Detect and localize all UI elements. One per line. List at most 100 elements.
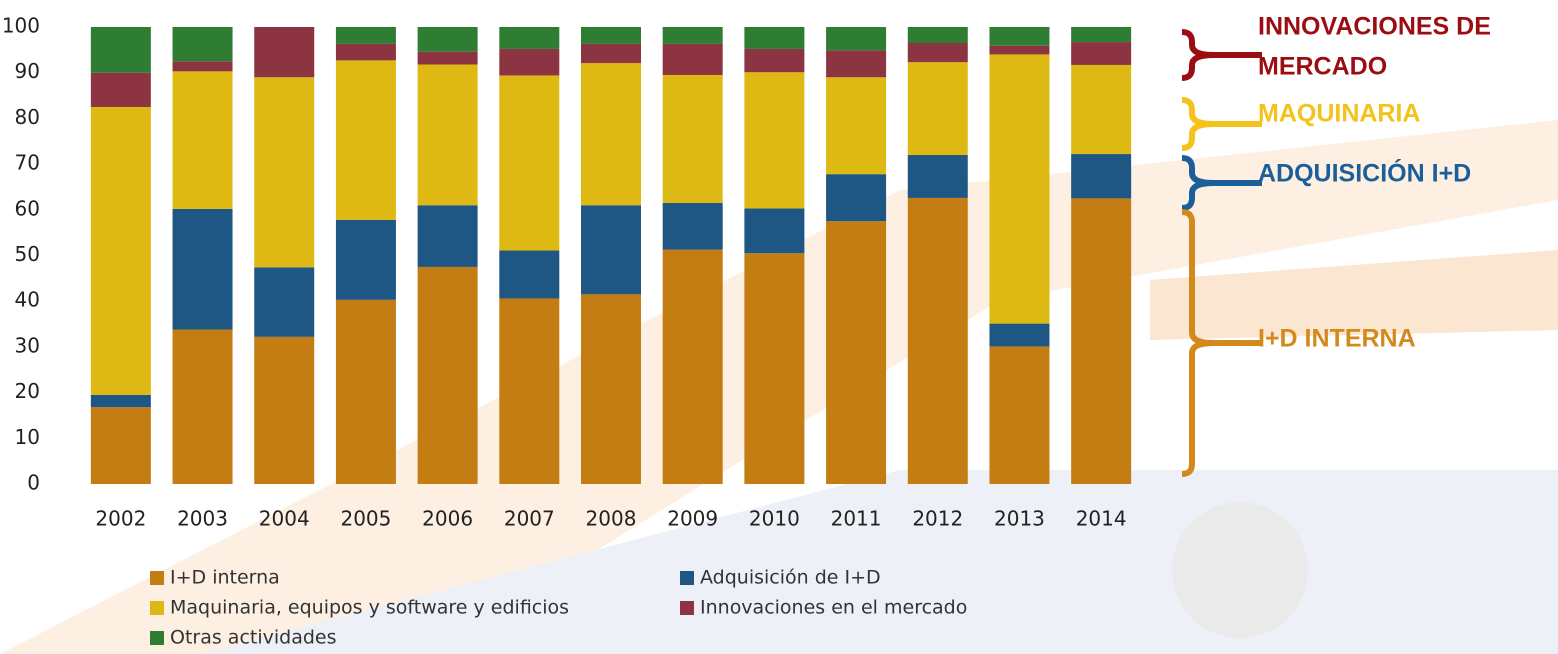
- legend-swatch: [150, 631, 164, 645]
- bar-segment: [1071, 42, 1131, 65]
- x-tick-label: 2013: [994, 507, 1045, 531]
- annotation: INNOVACIONES DE: [1258, 13, 1491, 41]
- bar-segment: [254, 77, 314, 267]
- bar-segment: [336, 60, 396, 219]
- y-tick-label: 80: [15, 105, 40, 129]
- x-tick-label: 2009: [667, 507, 718, 531]
- x-tick-label: 2005: [340, 507, 391, 531]
- bar-segment: [91, 107, 151, 395]
- bar-segment: [418, 27, 478, 52]
- bar-segment: [173, 71, 233, 209]
- bar-segment: [581, 294, 641, 484]
- bar-segment: [826, 174, 886, 221]
- x-tick-label: 2003: [177, 507, 228, 531]
- legend-label: I+D interna: [170, 567, 280, 589]
- y-tick-label: 20: [15, 379, 40, 403]
- bar-segment: [826, 221, 886, 484]
- x-tick-label: 2008: [586, 507, 637, 531]
- chart: 0102030405060708090100200220032004200520…: [0, 0, 1558, 654]
- bar-segment: [91, 395, 151, 407]
- bar-segment: [908, 27, 968, 43]
- bar-segment: [908, 155, 968, 198]
- bar-segment: [663, 27, 723, 44]
- x-tick-label: 2010: [749, 507, 800, 531]
- bar-segment: [254, 27, 314, 77]
- bar-segment: [663, 75, 723, 203]
- bar-segment: [663, 203, 723, 250]
- bar-segment: [173, 27, 233, 61]
- bar-segment: [336, 220, 396, 300]
- bar-segment: [744, 253, 804, 484]
- brace: [1182, 32, 1214, 78]
- bar-segment: [173, 61, 233, 71]
- bar-segment: [826, 50, 886, 77]
- y-tick-label: 70: [15, 151, 40, 175]
- bar-segment: [908, 198, 968, 484]
- y-tick-label: 40: [15, 288, 40, 312]
- bar-segment: [91, 407, 151, 484]
- x-tick-label: 2014: [1076, 507, 1127, 531]
- bar-segment: [581, 63, 641, 205]
- y-tick-label: 0: [27, 471, 40, 495]
- bar-segment: [499, 75, 559, 250]
- bar-segment: [418, 52, 478, 65]
- bar-segment: [254, 267, 314, 336]
- bar-segment: [989, 46, 1049, 55]
- bar-segment: [91, 27, 151, 73]
- legend-swatch: [150, 571, 164, 585]
- legend-label: Adquisición de I+D: [700, 567, 881, 589]
- bar-segment: [989, 324, 1049, 347]
- y-tick-label: 50: [15, 242, 40, 266]
- annotation: MERCADO: [1258, 53, 1387, 81]
- y-tick-label: 100: [2, 14, 40, 38]
- x-tick-label: 2007: [504, 507, 555, 531]
- y-tick-label: 60: [15, 196, 40, 220]
- legend-swatch: [680, 601, 694, 615]
- bar-segment: [581, 205, 641, 294]
- bar-segment: [499, 49, 559, 76]
- bar-segment: [663, 250, 723, 484]
- bar-segment: [336, 44, 396, 60]
- x-tick-label: 2011: [831, 507, 882, 531]
- bar-segment: [826, 77, 886, 174]
- y-tick-label: 30: [15, 333, 40, 357]
- bar-segment: [418, 64, 478, 205]
- bar-segment: [744, 49, 804, 72]
- bar-segment: [663, 44, 723, 75]
- legend-swatch: [680, 571, 694, 585]
- bar-segment: [499, 250, 559, 298]
- bar-segment: [989, 346, 1049, 484]
- annotation: ADQUISICIÓN I+D: [1258, 158, 1471, 188]
- bar-segment: [254, 337, 314, 484]
- bar-segment: [1071, 198, 1131, 484]
- bar-segment: [581, 27, 641, 44]
- bar-segment: [744, 27, 804, 49]
- bar-segment: [499, 27, 559, 49]
- bar-segment: [581, 44, 641, 63]
- bar-segment: [826, 27, 886, 50]
- y-tick-label: 10: [15, 425, 40, 449]
- bar-segment: [744, 208, 804, 253]
- bar-segment: [91, 73, 151, 107]
- bar-segment: [418, 205, 478, 267]
- x-tick-label: 2004: [259, 507, 310, 531]
- legend-swatch: [150, 601, 164, 615]
- annotation: MAQUINARIA: [1258, 100, 1421, 128]
- bar-segment: [908, 62, 968, 155]
- bar-segment: [418, 267, 478, 484]
- x-tick-label: 2012: [912, 507, 963, 531]
- bar-segment: [1071, 154, 1131, 198]
- legend-label: Otras actividades: [170, 627, 337, 649]
- annotation: I+D INTERNA: [1258, 325, 1416, 353]
- bar-segment: [908, 43, 968, 62]
- bar-segment: [1071, 27, 1131, 42]
- x-tick-label: 2006: [422, 507, 473, 531]
- bar-segment: [336, 300, 396, 484]
- bar-segment: [499, 298, 559, 484]
- bar-segment: [1071, 65, 1131, 154]
- brace: [1182, 100, 1214, 148]
- bar-segment: [173, 209, 233, 330]
- bar-segment: [989, 27, 1049, 46]
- legend-label: Innovaciones en el mercado: [700, 597, 967, 619]
- legend-label: Maquinaria, equipos y software y edifici…: [170, 597, 569, 619]
